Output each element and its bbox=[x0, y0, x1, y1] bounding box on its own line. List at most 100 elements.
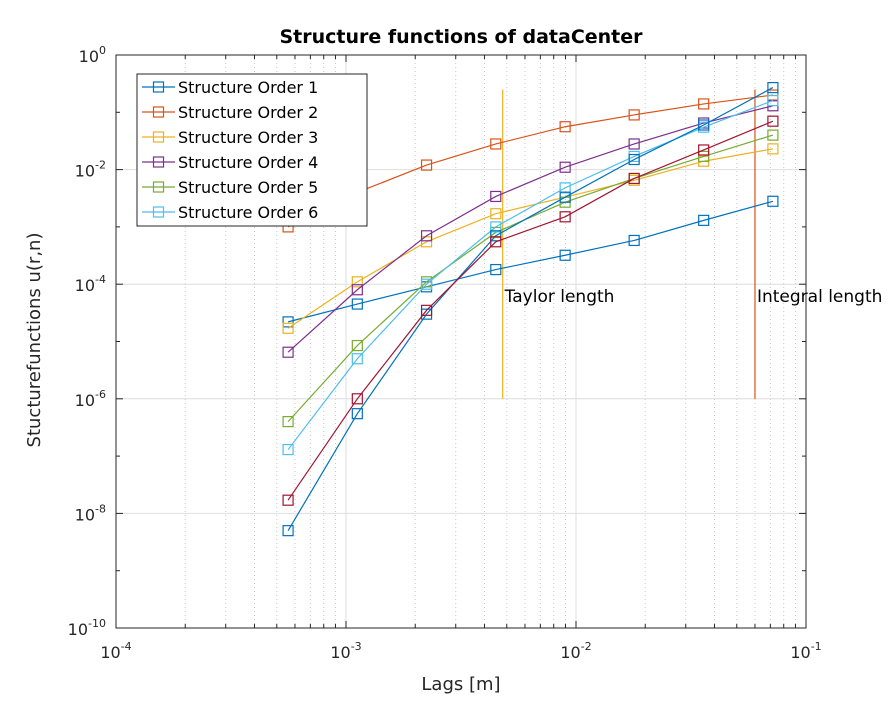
y-tick-label: 10-10 bbox=[68, 617, 106, 639]
series-1 bbox=[282, 195, 779, 328]
data-point-marker bbox=[628, 234, 640, 247]
annotation-label: Integral length bbox=[757, 287, 882, 307]
x-tick-label: 10-1 bbox=[790, 640, 821, 662]
annotation-labels: Taylor length Integral length bbox=[504, 287, 883, 307]
data-point-marker bbox=[767, 143, 779, 155]
data-point-marker bbox=[351, 298, 363, 310]
data-point-marker bbox=[282, 494, 294, 506]
legend-label: Structure Order 3 bbox=[178, 128, 318, 147]
data-point-marker bbox=[420, 236, 433, 248]
x-tick-label: 10-4 bbox=[100, 640, 131, 662]
legend-label: Structure Order 2 bbox=[178, 103, 318, 122]
series-line bbox=[287, 200, 774, 323]
annotation-label: Taylor length bbox=[504, 287, 615, 307]
y-tick-label: 10-8 bbox=[75, 502, 106, 524]
data-point-marker bbox=[767, 195, 779, 207]
data-point-marker bbox=[420, 230, 433, 242]
data-point-marker bbox=[559, 249, 571, 261]
legend-label: Structure Order 1 bbox=[178, 78, 318, 97]
data-point-marker bbox=[420, 159, 433, 171]
legend-marker bbox=[152, 181, 165, 193]
legend-label: Structure Order 6 bbox=[178, 203, 318, 222]
data-point-marker bbox=[490, 208, 502, 220]
data-point-marker bbox=[698, 119, 710, 131]
data-point-marker bbox=[351, 276, 363, 288]
legend-entry: Structure Order 2 bbox=[142, 103, 318, 122]
legend-entry: Structure Order 3 bbox=[142, 128, 318, 147]
legend-marker bbox=[152, 81, 165, 93]
y-tick-label: 10-6 bbox=[75, 388, 106, 410]
data-point-marker bbox=[282, 525, 294, 537]
data-series bbox=[282, 81, 779, 537]
data-point-marker bbox=[351, 353, 363, 365]
series-line bbox=[287, 87, 774, 531]
x-tick-label: 10-2 bbox=[560, 640, 591, 662]
series-line bbox=[287, 148, 774, 329]
data-point-marker bbox=[698, 214, 710, 226]
data-point-marker bbox=[559, 211, 571, 223]
legend-marker bbox=[152, 106, 165, 118]
legend-marker bbox=[152, 206, 165, 218]
data-point-marker bbox=[559, 191, 571, 203]
data-point-marker bbox=[351, 393, 363, 405]
series-line bbox=[287, 134, 774, 423]
data-point-marker bbox=[351, 408, 363, 420]
y-axis-label: Stucturefunctions u(r,n) bbox=[24, 233, 45, 448]
y-tick-label: 10-4 bbox=[75, 273, 106, 295]
x-axis-label: Lags [m] bbox=[421, 674, 500, 695]
series-8 bbox=[282, 115, 779, 506]
data-point-marker bbox=[490, 190, 502, 203]
x-tick-labels: 10-4 10-3 10-2 10-1 bbox=[100, 640, 821, 662]
data-point-marker bbox=[767, 95, 779, 107]
legend-label: Structure Order 4 bbox=[178, 153, 318, 172]
data-point-marker bbox=[559, 182, 571, 194]
legend-entry: Structure Order 4 bbox=[142, 153, 318, 172]
legend-marker bbox=[152, 131, 165, 143]
data-point-marker bbox=[698, 150, 710, 162]
data-point-marker bbox=[282, 346, 294, 358]
data-point-marker bbox=[490, 138, 502, 150]
series-line bbox=[287, 120, 774, 501]
data-point-marker bbox=[420, 304, 433, 316]
legend-label: Structure Order 5 bbox=[178, 178, 318, 197]
data-point-marker bbox=[420, 278, 433, 290]
chart-title: Structure functions of dataCenter bbox=[279, 26, 643, 48]
series-line bbox=[287, 100, 774, 450]
x-tick-label: 10-3 bbox=[330, 640, 361, 662]
y-tick-label: 100 bbox=[79, 44, 106, 66]
y-tick-labels: 10-10 10-8 10-6 10-4 10-2 100 bbox=[68, 44, 106, 639]
data-point-marker bbox=[767, 81, 779, 94]
data-point-marker bbox=[628, 138, 640, 150]
data-point-marker bbox=[698, 98, 710, 110]
data-point-marker bbox=[559, 121, 571, 133]
data-point-marker bbox=[490, 221, 502, 233]
data-point-marker bbox=[490, 236, 502, 248]
data-point-marker bbox=[351, 339, 363, 352]
data-point-marker bbox=[282, 316, 294, 328]
series-line bbox=[287, 105, 774, 353]
data-point-marker bbox=[767, 129, 779, 141]
legend-entry: Structure Order 5 bbox=[142, 178, 318, 197]
data-point-marker bbox=[282, 443, 294, 456]
legend-entry: Structure Order 6 bbox=[142, 203, 318, 222]
series-7 bbox=[282, 81, 779, 537]
data-point-marker bbox=[698, 144, 710, 156]
data-point-marker bbox=[490, 263, 502, 276]
tick-marks bbox=[115, 54, 806, 629]
data-point-marker bbox=[282, 416, 294, 428]
series-line bbox=[287, 94, 773, 228]
y-tick-label: 10-2 bbox=[75, 159, 106, 181]
legend-entry: Structure Order 1 bbox=[142, 78, 318, 97]
legend-marker bbox=[152, 156, 165, 168]
data-point-marker bbox=[351, 284, 363, 296]
legend: Structure Order 1 Structure Order 2 Struct… bbox=[136, 73, 368, 227]
data-point-marker bbox=[282, 322, 294, 334]
data-point-marker bbox=[767, 115, 779, 127]
legend-box bbox=[136, 73, 368, 227]
data-point-marker bbox=[559, 161, 571, 173]
data-point-marker bbox=[628, 109, 640, 121]
data-point-marker bbox=[628, 153, 640, 166]
data-point-marker bbox=[490, 230, 502, 242]
data-point-marker bbox=[628, 172, 640, 185]
